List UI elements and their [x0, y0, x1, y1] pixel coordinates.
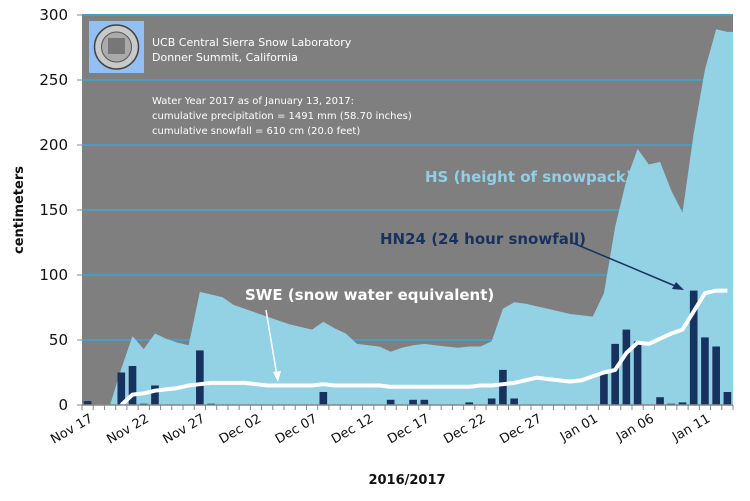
x-tick-label: Nov 17 — [48, 411, 95, 447]
hn24-bar — [83, 401, 92, 405]
hn24-arrowhead — [672, 282, 684, 290]
y-tick-label: 150 — [39, 201, 68, 219]
x-tick-labels: Nov 17 Nov 22 Nov 27 Dec 02 Dec 07 Dec 12 Dec … — [48, 411, 713, 447]
x-tick-label: Dec 07 — [273, 411, 320, 447]
hn24-bar — [465, 402, 474, 405]
title-line-2: Donner Summit, California — [152, 51, 298, 64]
x-tick-label: Jan 11 — [669, 411, 713, 445]
hn24-bar — [510, 398, 518, 405]
hn24-bar — [633, 341, 642, 405]
swe-arrow — [265, 309, 278, 377]
hn24-bar — [723, 392, 732, 405]
hn24-bar — [712, 346, 720, 405]
y-tick-label: 0 — [58, 396, 68, 414]
x-tick-label: Dec 17 — [385, 411, 432, 447]
x-tick-label: Jan 06 — [613, 411, 657, 445]
title-line-1: UCB Central Sierra Snow Laboratory — [152, 36, 352, 49]
swe-arrowhead — [273, 371, 281, 382]
hn24-bar — [487, 398, 496, 405]
hn24-bar — [701, 337, 709, 405]
y-tick-label: 300 — [39, 6, 68, 24]
hn24-bar — [600, 373, 608, 405]
y-tick-label: 200 — [39, 136, 68, 154]
hn24-bar — [151, 385, 159, 405]
y-tick-label: 50 — [49, 331, 68, 349]
hn24-bar — [656, 397, 664, 405]
hn24-bar — [409, 399, 417, 405]
hn24-bar — [319, 392, 328, 405]
swe-line — [119, 288, 728, 407]
x-tick-label: Dec 12 — [329, 411, 376, 447]
x-tick-label: Nov 27 — [160, 411, 207, 447]
hn24-bars — [83, 290, 732, 405]
info-line-3: cumulative snowfall = 610 cm (20.0 feet) — [152, 126, 360, 137]
hn24-bar — [128, 366, 137, 405]
y-tick-label: 250 — [39, 71, 68, 89]
hn24-bar — [678, 402, 687, 405]
hn24-bar — [689, 290, 698, 405]
hs-label: HS (height of snowpack) — [425, 168, 633, 186]
info-line-1: Water Year 2017 as of January 13, 2017: — [152, 96, 354, 107]
info-line-2: cumulative precipitation = 1491 mm (58.7… — [152, 111, 412, 122]
y-axis-label: centimeters — [12, 166, 27, 254]
x-tick-label: Dec 22 — [441, 411, 488, 447]
hn24-arrow — [572, 242, 681, 289]
y-tick-label: 100 — [39, 266, 68, 284]
swe-label: SWE (snow water equivalent) — [245, 286, 494, 304]
logo — [89, 21, 144, 73]
hn24-bar — [499, 369, 507, 405]
hn24-bar — [117, 372, 126, 405]
x-axis-label: 2016/2017 — [368, 473, 445, 488]
hn24-label: HN24 (24 hour snowfall) — [380, 230, 586, 248]
x-tick-label: Jan 01 — [557, 411, 601, 445]
hn24-bar — [386, 399, 395, 405]
hn24-bar — [611, 343, 619, 405]
x-tick-label: Dec 02 — [217, 411, 264, 447]
x-tick-label: Dec 27 — [497, 411, 544, 447]
y-tick-labels: 0 50 100 150 200 250 300 — [39, 6, 68, 414]
hn24-bar — [196, 350, 204, 405]
axes — [77, 14, 734, 410]
x-tick-label: Nov 22 — [104, 411, 151, 447]
hn24-bar — [622, 329, 631, 405]
hs-area — [82, 29, 733, 406]
hn24-bar — [420, 399, 429, 405]
